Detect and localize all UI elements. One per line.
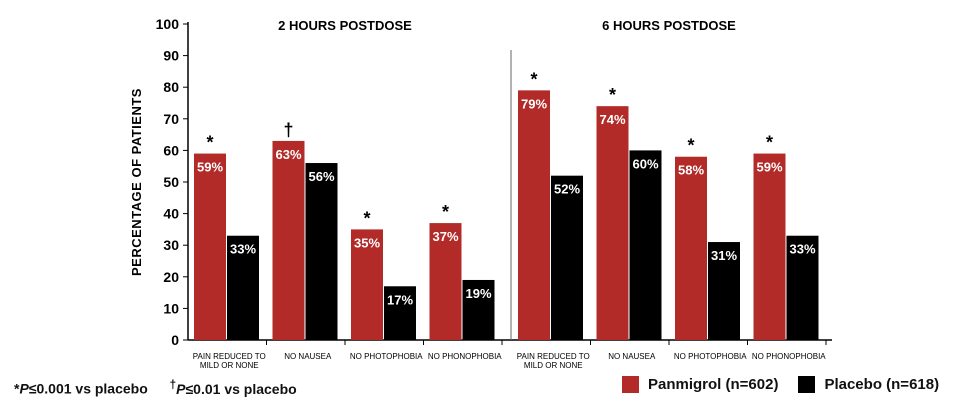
- category-label: NO NAUSEA: [284, 352, 332, 361]
- data-label: 56%: [308, 169, 334, 184]
- bar: [351, 229, 383, 340]
- y-tick-label: 50: [163, 174, 179, 190]
- data-label: 37%: [432, 229, 458, 244]
- y-tick-label: 40: [163, 206, 179, 222]
- bar: [305, 163, 338, 340]
- bar: [753, 153, 786, 340]
- legend: Panmigrol (n=602) Placebo (n=618): [622, 376, 959, 393]
- bar: [194, 153, 226, 340]
- legend-swatch-panmigrol: [622, 376, 639, 393]
- bar: [708, 242, 740, 340]
- y-tick-label: 10: [163, 300, 179, 316]
- panel-title: 6 HOURS POSTDOSE: [602, 18, 736, 33]
- category-label: NO PHOTOPHOBIA: [350, 352, 423, 361]
- category-label: PAIN REDUCED TO MILD OR NONE: [517, 352, 590, 370]
- category-label: NO PHONOPHOBIA: [428, 352, 502, 361]
- y-axis-label: PERCENTAGE OF PATIENTS: [129, 88, 144, 276]
- bar: [462, 279, 495, 340]
- y-tick-label: 90: [163, 48, 179, 64]
- legend-swatch-placebo: [798, 376, 816, 393]
- data-label: 35%: [354, 235, 380, 250]
- bar: [429, 223, 462, 340]
- y-tick-label: 0: [171, 332, 179, 348]
- significance-marker: *: [766, 133, 773, 153]
- significance-marker: *: [442, 202, 449, 222]
- y-tick-label: 70: [163, 111, 179, 127]
- legend-item-placebo: Placebo (n=618): [798, 376, 939, 393]
- footnotes: *P≤0.001 vs placebo †P≤0.01 vs placebo: [14, 378, 297, 397]
- data-label: 58%: [678, 163, 704, 178]
- bar: [596, 106, 629, 340]
- bar: [384, 286, 416, 340]
- bar: [629, 150, 662, 340]
- data-label: 17%: [387, 292, 413, 307]
- legend-label-panmigrol: Panmigrol (n=602): [648, 376, 779, 393]
- data-label: 19%: [465, 286, 491, 301]
- bar: [518, 90, 550, 340]
- significance-marker: *: [363, 208, 370, 228]
- legend-item-panmigrol: Panmigrol (n=602): [622, 376, 778, 393]
- data-label: 59%: [197, 160, 223, 175]
- significance-marker: *: [206, 133, 213, 153]
- bar: [227, 235, 259, 340]
- category-label: NO NAUSEA: [608, 352, 656, 361]
- footnote-significance-dagger: †P≤0.01 vs placebo: [169, 378, 297, 397]
- significance-marker: †: [283, 120, 293, 140]
- significance-marker: *: [687, 136, 694, 156]
- data-label: 74%: [599, 112, 625, 127]
- bar: [786, 235, 819, 340]
- data-label: 52%: [554, 182, 580, 197]
- significance-marker: *: [609, 85, 616, 105]
- y-tick-label: 80: [163, 79, 179, 95]
- bar: [551, 175, 583, 340]
- y-tick-label: 60: [163, 142, 179, 158]
- bar-chart: 0 10 20 30 40 50 60 70 80 90 100 PERCENTAGE OF PATI…: [129, 16, 832, 370]
- data-label: 31%: [711, 248, 737, 263]
- data-label: 79%: [521, 96, 547, 111]
- data-label: 63%: [275, 147, 301, 162]
- y-tick-label: 100: [156, 16, 180, 32]
- bar: [272, 140, 305, 340]
- data-label: 33%: [230, 242, 256, 257]
- data-label: 60%: [632, 156, 658, 171]
- panel-title: 2 HOURS POSTDOSE: [278, 18, 412, 33]
- category-label: PAIN REDUCED TO MILD OR NONE: [193, 352, 266, 370]
- y-tick-label: 30: [163, 237, 179, 253]
- data-label: 59%: [756, 160, 782, 175]
- data-label: 33%: [789, 242, 815, 257]
- footnote-significance-star: *P≤0.001 vs placebo: [14, 380, 148, 397]
- legend-label-placebo: Placebo (n=618): [824, 376, 940, 393]
- y-tick-label: 20: [163, 269, 179, 285]
- significance-marker: *: [530, 69, 537, 89]
- bar: [675, 156, 707, 340]
- category-label: NO PHONOPHOBIA: [752, 352, 826, 361]
- category-label: NO PHOTOPHOBIA: [674, 352, 747, 361]
